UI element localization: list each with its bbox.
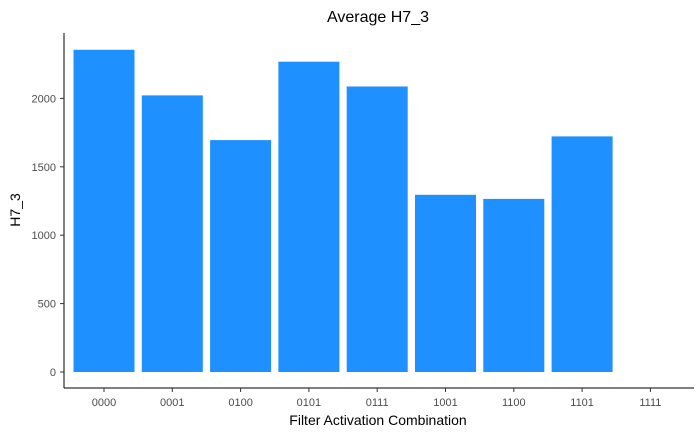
y-tick-label: 0 <box>50 367 56 379</box>
x-tick-label-0101: 0101 <box>297 397 321 409</box>
x-ticks-group: 0000 0001 0100 0101 0111 1001 1100 1101 1111 <box>92 388 661 409</box>
bar-1001 <box>415 194 476 372</box>
y-tick-label: 2000 <box>32 93 56 105</box>
bar-0001 <box>141 95 203 373</box>
bar-0101 <box>278 61 340 372</box>
chart-title: Average H7_3 <box>327 9 429 26</box>
y-tick-label: 1500 <box>32 162 56 174</box>
x-tick-label-0000: 0000 <box>92 397 116 409</box>
x-tick-label-1001: 1001 <box>433 397 457 409</box>
y-axis-label: H7_3 <box>7 193 23 227</box>
y-ticks-group: 0 500 1000 1500 2000 <box>32 93 64 379</box>
bar-1101 <box>551 136 613 372</box>
bar-0000 <box>73 49 135 373</box>
x-tick-label-1111: 1111 <box>639 397 661 409</box>
y-tick-label: 500 <box>38 299 56 311</box>
x-tick-label-1101: 1101 <box>570 397 594 409</box>
x-tick-label-0111: 0111 <box>366 397 389 409</box>
x-axis-label: Filter Activation Combination <box>289 412 466 428</box>
bars-group <box>73 49 613 373</box>
bar-1100 <box>483 198 545 372</box>
y-tick-label: 1000 <box>32 230 56 242</box>
x-tick-label-1100: 1100 <box>502 397 526 409</box>
bar-0111 <box>346 86 408 372</box>
bar-0100 <box>210 140 272 372</box>
x-tick-label-0100: 0100 <box>228 397 252 409</box>
x-tick-label-0001: 0001 <box>160 397 184 409</box>
